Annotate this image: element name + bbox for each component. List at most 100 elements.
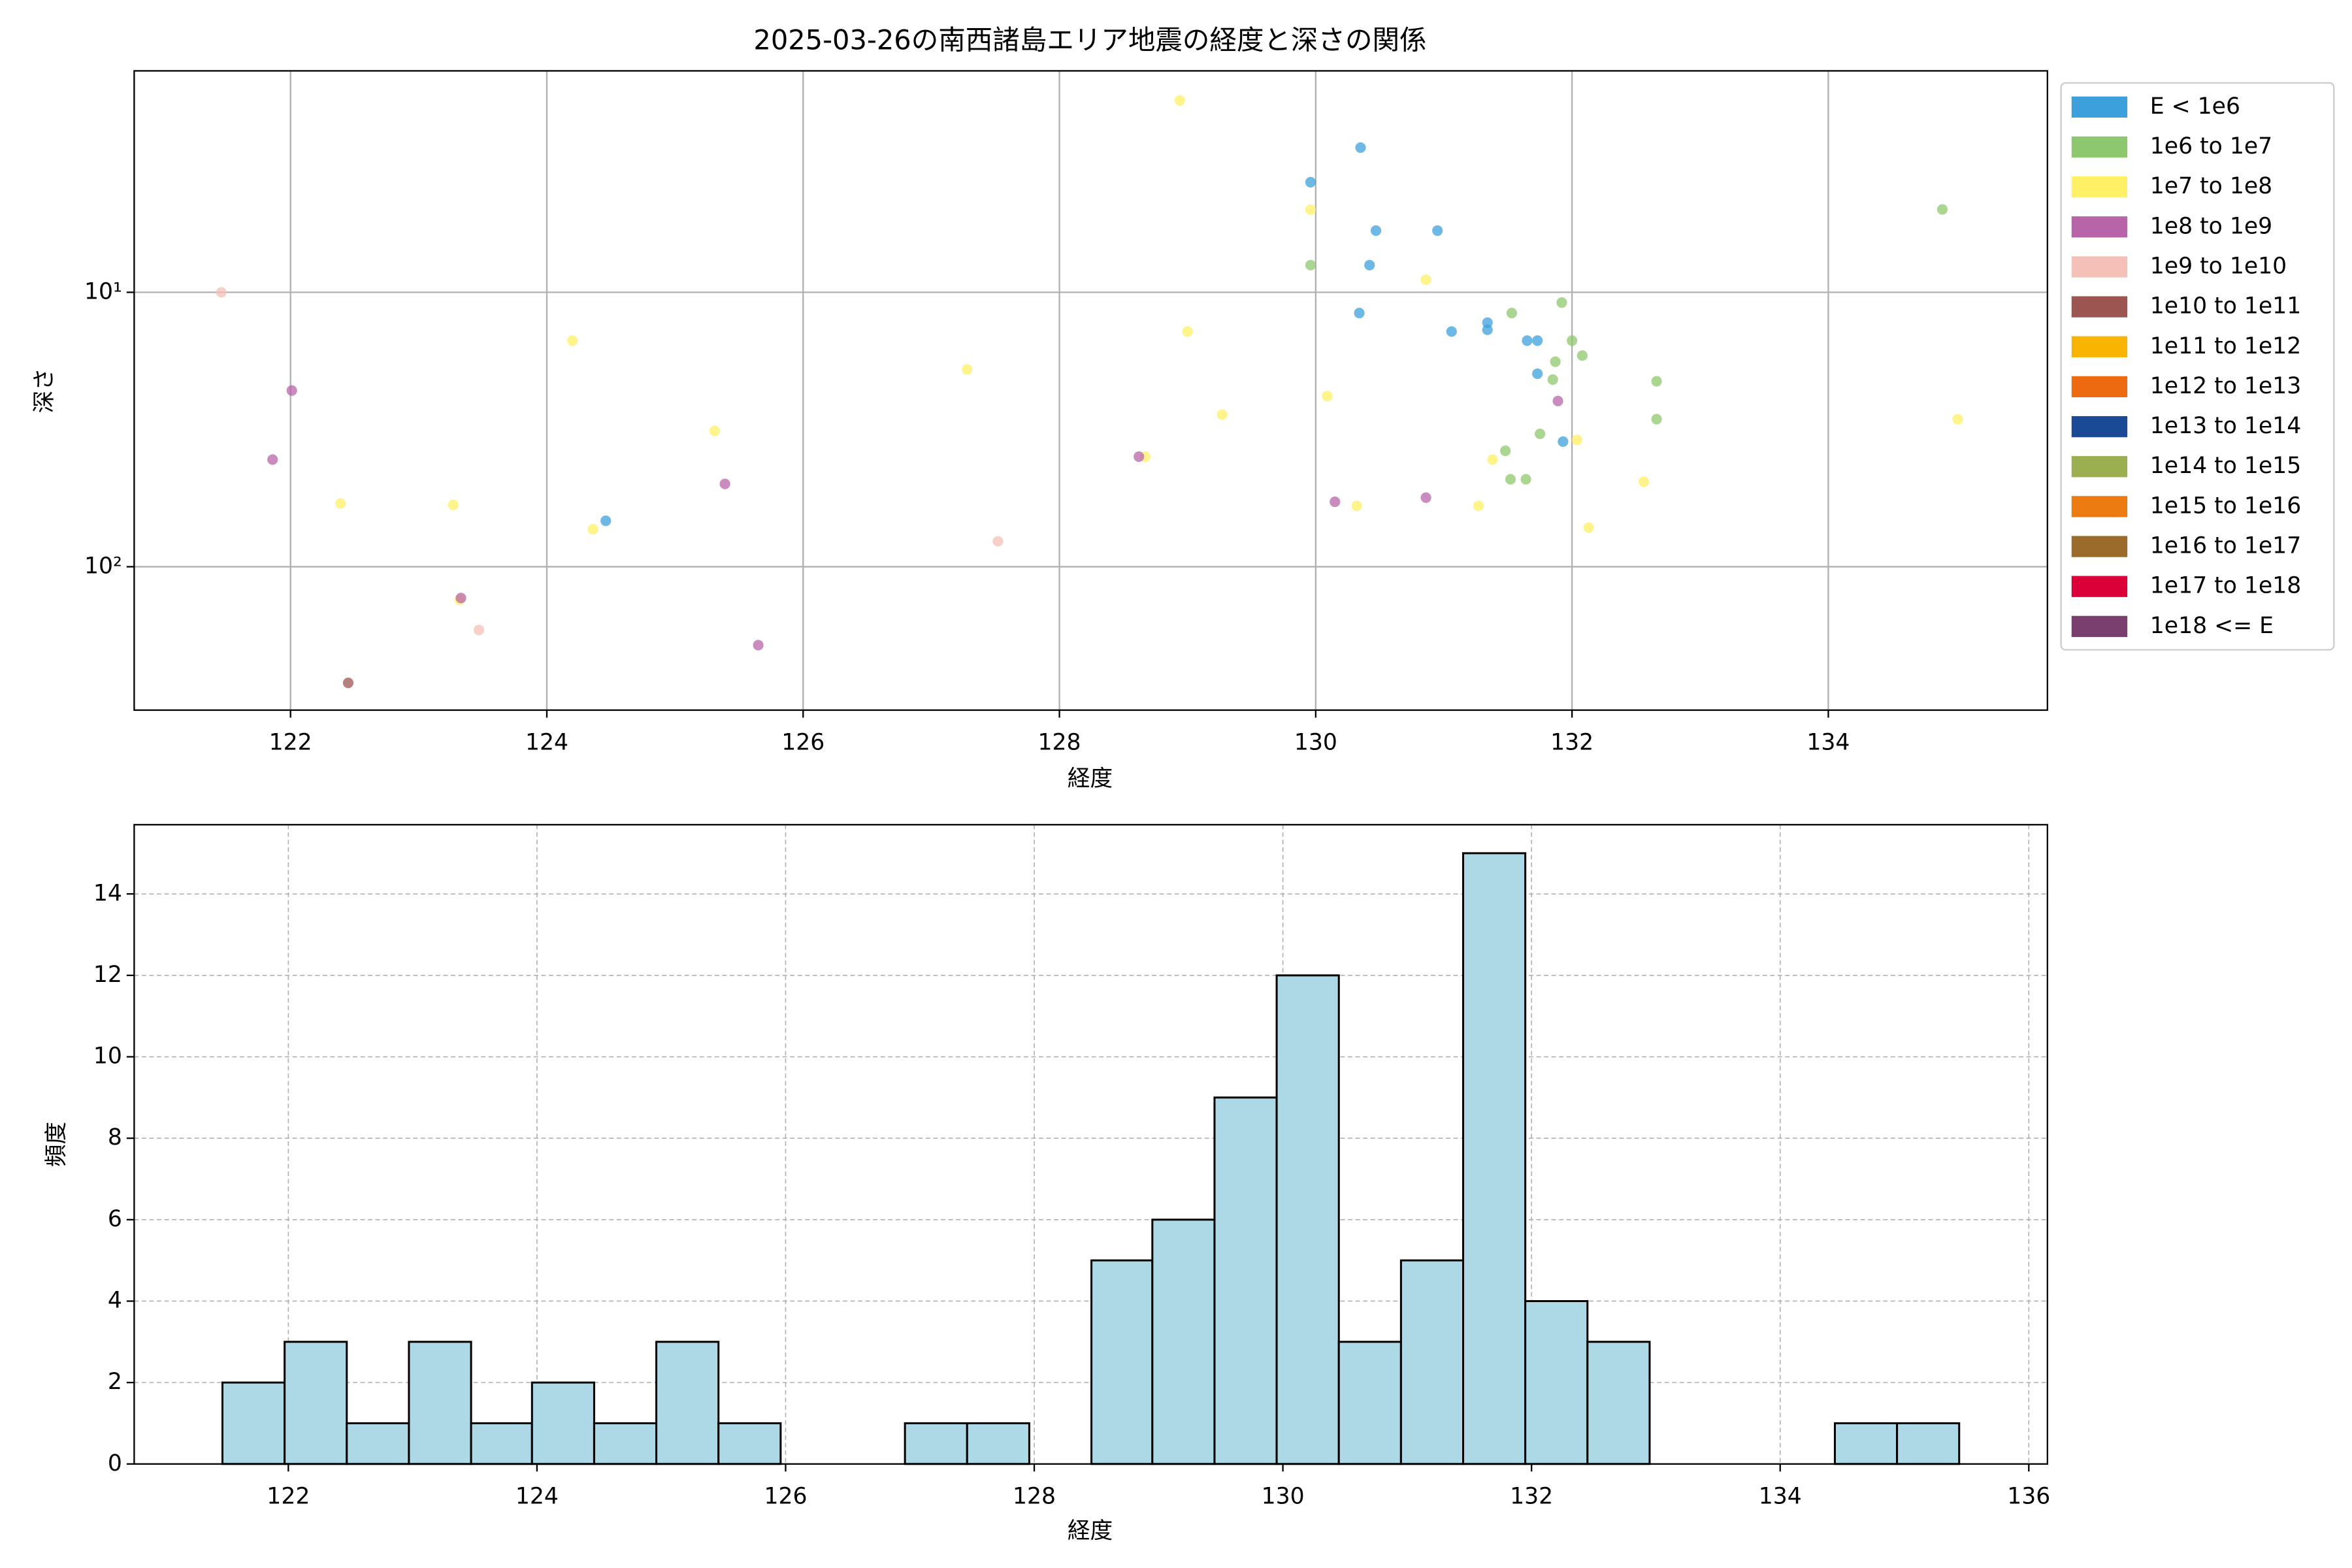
histogram-bar — [904, 1422, 968, 1465]
x-tick-label: 136 — [2007, 1484, 2050, 1510]
scatter-point — [587, 523, 598, 535]
histogram-bar — [1462, 852, 1527, 1465]
x-axis-label: 経度 — [1068, 766, 1113, 792]
scatter-point — [1364, 259, 1375, 270]
x-tick-label: 126 — [781, 730, 825, 756]
scatter-point — [1322, 391, 1333, 402]
y-tick-label: 12 — [93, 962, 122, 988]
scatter-point — [267, 454, 278, 465]
scatter-point — [962, 364, 973, 375]
legend-label: 1e18 <= E — [2150, 613, 2274, 639]
histogram-bar — [1213, 1096, 1278, 1465]
histogram-bar — [346, 1422, 410, 1465]
scatter-point — [719, 478, 730, 489]
scatter-point — [1532, 335, 1543, 346]
legend-label: 1e17 to 1e18 — [2150, 573, 2301, 599]
scatter-point — [1547, 374, 1558, 385]
scatter-point — [1420, 274, 1431, 286]
scatter-point — [1370, 225, 1382, 237]
scatter-point — [1567, 335, 1578, 346]
scatter-point — [1482, 324, 1493, 335]
y-tick-label: 4 — [108, 1287, 122, 1313]
legend-swatch — [2071, 576, 2128, 597]
x-tick-label: 122 — [267, 1484, 310, 1510]
histogram-bar — [1399, 1259, 1465, 1465]
scatter-point — [1134, 451, 1145, 463]
y-tick-label: 0 — [108, 1450, 122, 1477]
x-tick-label: 132 — [1550, 730, 1593, 756]
y-axis-label: 頻度 — [44, 1122, 70, 1167]
x-tick-label: 126 — [764, 1484, 807, 1510]
legend-label: 1e15 to 1e16 — [2150, 493, 2301, 519]
scatter-point — [1936, 204, 1948, 215]
legend-box — [2060, 82, 2335, 651]
x-axis-label: 経度 — [1068, 1518, 1113, 1544]
histogram-bar — [1524, 1299, 1589, 1465]
scatter-point — [1432, 225, 1443, 237]
histogram-bar — [717, 1422, 782, 1465]
legend-swatch — [2071, 176, 2128, 198]
plot-frame — [133, 70, 2048, 711]
histogram-bar — [470, 1422, 533, 1465]
histogram-bar — [221, 1381, 286, 1465]
legend-swatch — [2071, 336, 2128, 357]
chart-title: 2025-03-26の南西諸島エリア地震の経度と深さの関係 — [753, 24, 1426, 56]
histogram-bar — [1896, 1422, 1961, 1465]
histogram-bar — [531, 1381, 595, 1465]
y-tick-label: 8 — [108, 1124, 122, 1151]
scatter-point — [1651, 376, 1662, 387]
y-tick-label: 14 — [93, 880, 122, 906]
x-tick-label: 128 — [1013, 1484, 1056, 1510]
scatter-point — [992, 536, 1004, 547]
x-tick-label: 134 — [1806, 730, 1850, 756]
y-tick-label: 10 — [93, 1043, 122, 1070]
legend-swatch — [2071, 96, 2128, 118]
plot-frame — [133, 824, 2048, 1465]
y-tick-label: 6 — [108, 1206, 122, 1232]
x-tick-label: 134 — [1759, 1484, 1802, 1510]
y-tick-label: 10¹ — [84, 278, 122, 304]
legend-swatch — [2071, 136, 2128, 158]
histogram-bar — [284, 1341, 348, 1465]
scatter-point — [567, 335, 578, 346]
histogram-bar — [1275, 974, 1340, 1465]
scatter-point — [1182, 326, 1193, 337]
scatter-point — [1330, 497, 1341, 508]
scatter-point — [216, 287, 227, 298]
legend-label: 1e12 to 1e13 — [2150, 373, 2301, 399]
scatter-point — [448, 499, 459, 510]
legend-swatch — [2071, 536, 2128, 557]
scatter-point — [1571, 434, 1583, 446]
scatter-point — [342, 678, 354, 689]
scatter-point — [335, 498, 346, 509]
scatter-point — [1558, 436, 1569, 448]
scatter-point — [1535, 429, 1546, 440]
scatter-point — [1174, 95, 1186, 106]
legend-label: 1e7 to 1e8 — [2150, 173, 2272, 199]
scatter-point — [286, 385, 297, 396]
histogram-bar — [408, 1341, 472, 1465]
scatter-point — [1355, 142, 1366, 154]
legend-swatch — [2071, 296, 2128, 318]
legend-label: 1e14 to 1e15 — [2150, 453, 2301, 479]
y-axis-label: 深さ — [31, 368, 57, 413]
scatter-point — [1305, 176, 1316, 188]
x-tick-label: 130 — [1294, 730, 1337, 756]
scatter-point — [1500, 445, 1511, 457]
histogram-bar — [593, 1422, 658, 1465]
legend-label: 1e8 to 1e9 — [2150, 213, 2272, 239]
x-tick-label: 128 — [1038, 730, 1081, 756]
histogram-bar — [1833, 1422, 1899, 1465]
scatter-point — [1506, 308, 1518, 319]
legend-swatch — [2071, 216, 2128, 238]
scatter-point — [1217, 409, 1228, 420]
scatter-point — [753, 640, 764, 651]
legend-label: 1e9 to 1e10 — [2150, 253, 2287, 279]
scatter-point — [1487, 454, 1498, 465]
scatter-point — [1473, 500, 1484, 512]
scatter-point — [1420, 492, 1431, 503]
x-tick-label: 124 — [515, 1484, 559, 1510]
legend-label: 1e16 to 1e17 — [2150, 533, 2301, 559]
scatter-point — [1550, 356, 1561, 367]
y-tick-label: 10² — [84, 553, 122, 579]
